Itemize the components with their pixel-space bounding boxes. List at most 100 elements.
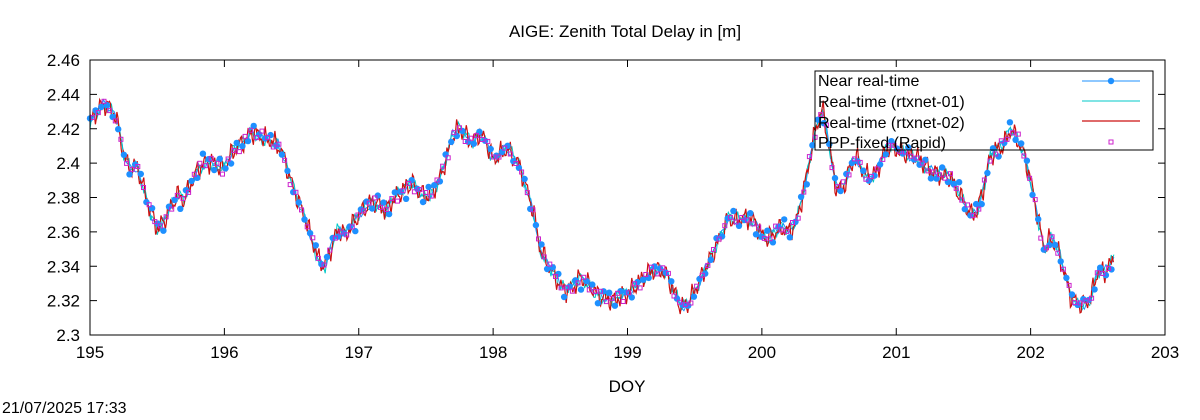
near-real-time-point xyxy=(233,139,240,147)
ppp-fixed-point xyxy=(315,255,321,261)
near-real-time-point xyxy=(323,253,331,261)
near-real-time-point xyxy=(814,116,822,123)
near-real-time-point xyxy=(685,302,692,309)
near-real-time-point xyxy=(939,164,946,171)
near-real-time-point xyxy=(436,178,444,185)
near-real-time-point xyxy=(922,156,929,163)
near-real-time-point xyxy=(1029,191,1036,199)
ppp-fixed-point xyxy=(423,190,429,195)
ppp-fixed-point xyxy=(987,158,993,164)
ppp-fixed-point xyxy=(863,176,869,182)
ppp-fixed-point xyxy=(1021,153,1027,159)
ppp-fixed-point xyxy=(694,283,700,289)
ppp-fixed-point xyxy=(445,155,451,161)
near-real-time-point xyxy=(306,230,314,237)
near-real-time-point xyxy=(854,158,861,165)
near-real-time-point xyxy=(194,174,201,181)
ppp-fixed-point xyxy=(395,198,400,204)
near-real-time-point xyxy=(730,207,737,215)
ppp-fixed-point xyxy=(880,156,886,162)
near-real-time-point xyxy=(148,205,156,212)
near-real-time-point xyxy=(188,177,195,185)
ppp-fixed-point xyxy=(1094,270,1100,276)
ppp-fixed-point xyxy=(372,195,378,201)
ppp-fixed-point xyxy=(502,145,508,151)
near-real-time-point xyxy=(566,283,573,290)
near-real-time-point xyxy=(419,198,427,206)
ppp-fixed-point xyxy=(1072,300,1078,306)
near-real-time-point xyxy=(244,137,252,145)
ppp-fixed-point xyxy=(406,181,412,186)
ppp-fixed-point xyxy=(677,299,683,305)
ppp-fixed-point xyxy=(299,207,304,213)
ppp-fixed-point xyxy=(891,142,897,148)
near-real-time-point xyxy=(611,302,619,309)
x-tick-label: 199 xyxy=(613,343,641,362)
ppp-fixed-point xyxy=(383,207,389,212)
ppp-fixed-point xyxy=(197,160,203,166)
ppp-fixed-point xyxy=(163,214,169,220)
legend: Near real-time Real-time (rtxnet-01) Rea… xyxy=(814,70,1154,152)
zenith-delay-chart: AIGE: Zenith Total Delay in [m] 195 196 19… xyxy=(47,22,1179,396)
near-real-time-point xyxy=(1012,136,1019,143)
near-real-time-point xyxy=(448,138,455,146)
ppp-fixed-point xyxy=(558,285,564,291)
x-tick-label: 203 xyxy=(1151,343,1179,362)
ppp-fixed-point xyxy=(1015,131,1021,137)
near-real-time-point xyxy=(696,275,703,283)
series-layer xyxy=(86,97,1115,315)
ppp-fixed-point xyxy=(174,192,180,198)
near-real-time-point xyxy=(628,294,635,301)
ppp-fixed-point xyxy=(840,179,846,185)
near-real-time-point xyxy=(702,270,709,277)
ppp-fixed-point xyxy=(1004,136,1010,142)
ppp-fixed-point xyxy=(344,232,350,238)
x-tick-label: 196 xyxy=(210,343,238,362)
ppp-fixed-point xyxy=(818,112,824,118)
ppp-fixed-point xyxy=(231,148,237,153)
ppp-fixed-point xyxy=(180,196,186,201)
near-real-time-point xyxy=(1051,241,1059,249)
ppp-fixed-point xyxy=(265,135,271,141)
near-real-time-point xyxy=(211,166,218,174)
ppp-fixed-point xyxy=(304,224,310,230)
ppp-fixed-point xyxy=(727,214,733,220)
near-real-time-point xyxy=(397,188,404,195)
near-real-time-point xyxy=(267,131,274,139)
near-real-time-point xyxy=(504,142,511,149)
near-real-time-point xyxy=(312,242,319,249)
ppp-fixed-point xyxy=(654,271,660,277)
ppp-fixed-point xyxy=(569,288,575,294)
near-real-time-point xyxy=(555,270,562,278)
ppp-fixed-point xyxy=(970,213,976,218)
ppp-fixed-point xyxy=(1066,282,1072,288)
ppp-fixed-point xyxy=(242,133,248,139)
near-real-time-point xyxy=(521,175,528,183)
near-real-time-point xyxy=(199,150,207,157)
y-tick-label: 2.46 xyxy=(47,51,80,70)
ppp-fixed-point xyxy=(857,159,863,165)
ppp-fixed-point xyxy=(1049,234,1055,240)
near-real-time-point xyxy=(408,177,415,184)
x-tick-label: 197 xyxy=(345,343,373,362)
ppp-fixed-point xyxy=(1010,130,1016,136)
ppp-fixed-point xyxy=(750,221,756,227)
near-real-time-point xyxy=(227,160,235,167)
near-real-time-point xyxy=(459,127,466,135)
ppp-fixed-point xyxy=(711,247,716,252)
near-real-time-point xyxy=(239,142,246,150)
near-real-time-point xyxy=(352,227,359,235)
near-real-time-point xyxy=(843,170,850,178)
ppp-fixed-point xyxy=(1038,235,1044,241)
ppp-fixed-point xyxy=(806,154,812,160)
ppp-fixed-point xyxy=(282,157,288,163)
ppp-fixed-point xyxy=(310,235,316,241)
ppp-fixed-point xyxy=(925,168,931,174)
near-real-time-point xyxy=(284,167,291,175)
near-real-time-point xyxy=(786,234,793,241)
near-real-time-point xyxy=(876,161,884,168)
y-tick-label: 2.3 xyxy=(56,326,80,345)
near-real-time-point xyxy=(250,122,257,130)
x-axis-label: DOY xyxy=(609,377,646,396)
near-real-time-point xyxy=(335,233,342,240)
